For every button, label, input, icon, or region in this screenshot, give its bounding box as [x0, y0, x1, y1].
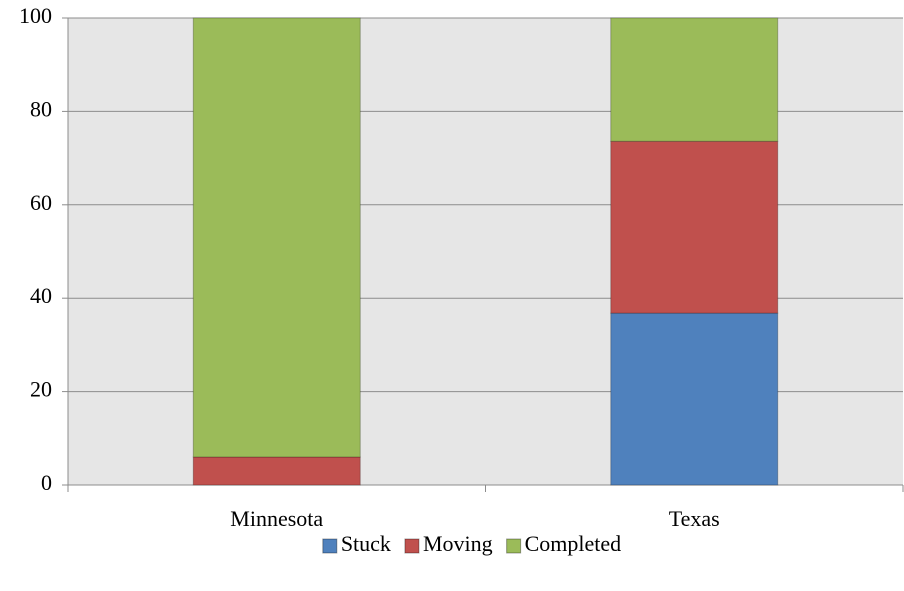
y-tick-label: 80 — [30, 96, 52, 121]
y-tick-label: 100 — [19, 3, 52, 28]
x-tick-label: Minnesota — [230, 506, 323, 531]
y-tick-label: 40 — [30, 283, 52, 308]
legend-swatch — [506, 538, 522, 554]
bar-segment — [610, 312, 779, 486]
bar-segment — [610, 140, 779, 314]
bar-segment — [192, 456, 361, 486]
bar-segment — [610, 17, 779, 142]
y-tick-label: 60 — [30, 190, 52, 215]
legend-label: Completed — [525, 531, 622, 556]
legend-label: Moving — [423, 531, 493, 556]
y-tick-label: 20 — [30, 377, 52, 402]
legend-swatch — [322, 538, 338, 554]
x-tick-label: Texas — [669, 506, 720, 531]
y-tick-label: 0 — [41, 470, 52, 495]
legend-swatch — [404, 538, 420, 554]
legend-label: Stuck — [341, 531, 391, 556]
bar-segment — [192, 17, 361, 458]
